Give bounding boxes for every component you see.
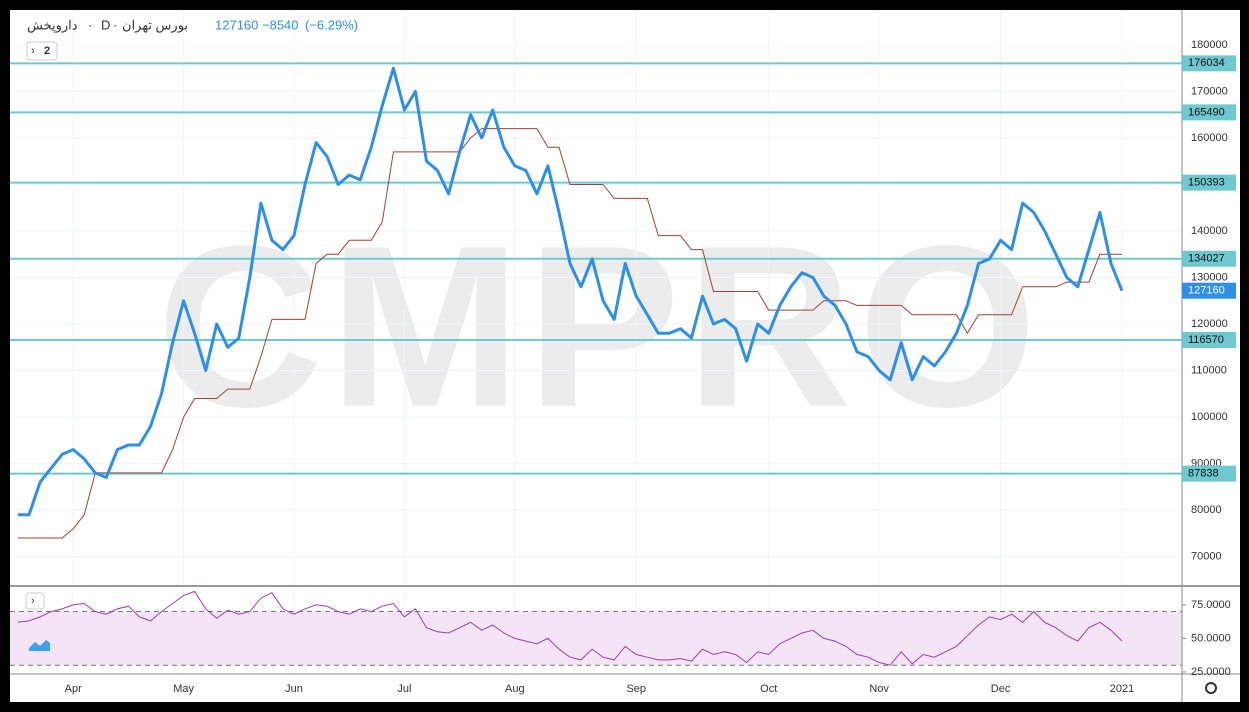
y-tick-label: 110000 xyxy=(1191,364,1227,376)
x-tick-label: Oct xyxy=(760,683,777,695)
y-tick-label: 75.0000 xyxy=(1191,599,1231,611)
axis-layer: Apr May Jun Jul Aug Sep Oct Nov Dec 2021 70000 8000… xyxy=(65,39,1236,695)
x-tick-label: Sep xyxy=(626,683,646,695)
base-line xyxy=(18,128,1122,539)
level-label-box xyxy=(1182,465,1236,482)
level-label-box xyxy=(1182,104,1236,121)
y-tick-label: 180000 xyxy=(1191,39,1228,51)
x-tick-label: 2021 xyxy=(1110,683,1134,695)
level-label-box xyxy=(1182,174,1236,191)
rsi-collapse-button[interactable] xyxy=(25,592,45,610)
y-tick-label: 80000 xyxy=(1191,504,1222,516)
level-label: 87838 xyxy=(1188,468,1219,480)
rsi-band xyxy=(10,611,1182,666)
collapse-button[interactable] xyxy=(26,41,58,61)
level-label: 165490 xyxy=(1188,106,1225,118)
x-tick-label: Aug xyxy=(505,683,525,695)
collapsed-count: 2 xyxy=(44,45,50,57)
y-tick-label: 50.0000 xyxy=(1191,632,1231,644)
level-label-box xyxy=(1182,250,1236,267)
change: −8540 xyxy=(262,17,299,32)
y-tick-label: 70000 xyxy=(1191,551,1222,563)
level-label-box xyxy=(1182,331,1236,348)
x-tick-label: Jun xyxy=(285,683,303,695)
level-label: 134027 xyxy=(1188,253,1225,265)
interval: D xyxy=(101,17,110,32)
y-tick-label: 100000 xyxy=(1191,411,1228,423)
separator: · xyxy=(88,17,92,32)
settings-icon[interactable] xyxy=(1205,682,1217,694)
price-line xyxy=(18,66,1124,517)
level-label: 176034 xyxy=(1188,57,1225,69)
last-price-box xyxy=(1182,282,1236,299)
x-tick-label: Dec xyxy=(991,683,1011,695)
plot-layer xyxy=(10,62,1182,666)
last-price: 127160 xyxy=(215,17,258,32)
indicator-icon[interactable] xyxy=(29,640,50,651)
y-tick-label: 120000 xyxy=(1191,318,1228,330)
y-tick-label: 25.0000 xyxy=(1191,666,1231,678)
y-tick-label: 170000 xyxy=(1191,85,1228,97)
chevron: › xyxy=(31,45,35,57)
rsi-line xyxy=(17,590,1123,666)
watermark-layer: CMPRO xyxy=(157,198,1043,455)
chevron: › xyxy=(31,595,35,607)
level-label: 150393 xyxy=(1188,177,1225,189)
exchange: بورس تهران xyxy=(122,17,188,33)
level-label-box xyxy=(1182,55,1236,72)
symbol: داروپخش xyxy=(27,17,78,33)
level-label: 116570 xyxy=(1188,334,1224,346)
separator: · xyxy=(113,17,117,32)
y-tick-label: 130000 xyxy=(1191,271,1228,283)
change-percent: (−6.29%) xyxy=(305,17,358,32)
y-tick-label: 160000 xyxy=(1191,132,1228,144)
x-tick-label: Apr xyxy=(65,683,82,695)
x-tick-label: Nov xyxy=(869,683,889,695)
watermark: CMPRO xyxy=(157,198,1043,455)
y-tick-label: 140000 xyxy=(1191,225,1228,237)
x-tick-label: May xyxy=(173,683,194,695)
x-tick-label: Jul xyxy=(397,683,411,695)
last-price-label: 127160 xyxy=(1188,285,1225,297)
